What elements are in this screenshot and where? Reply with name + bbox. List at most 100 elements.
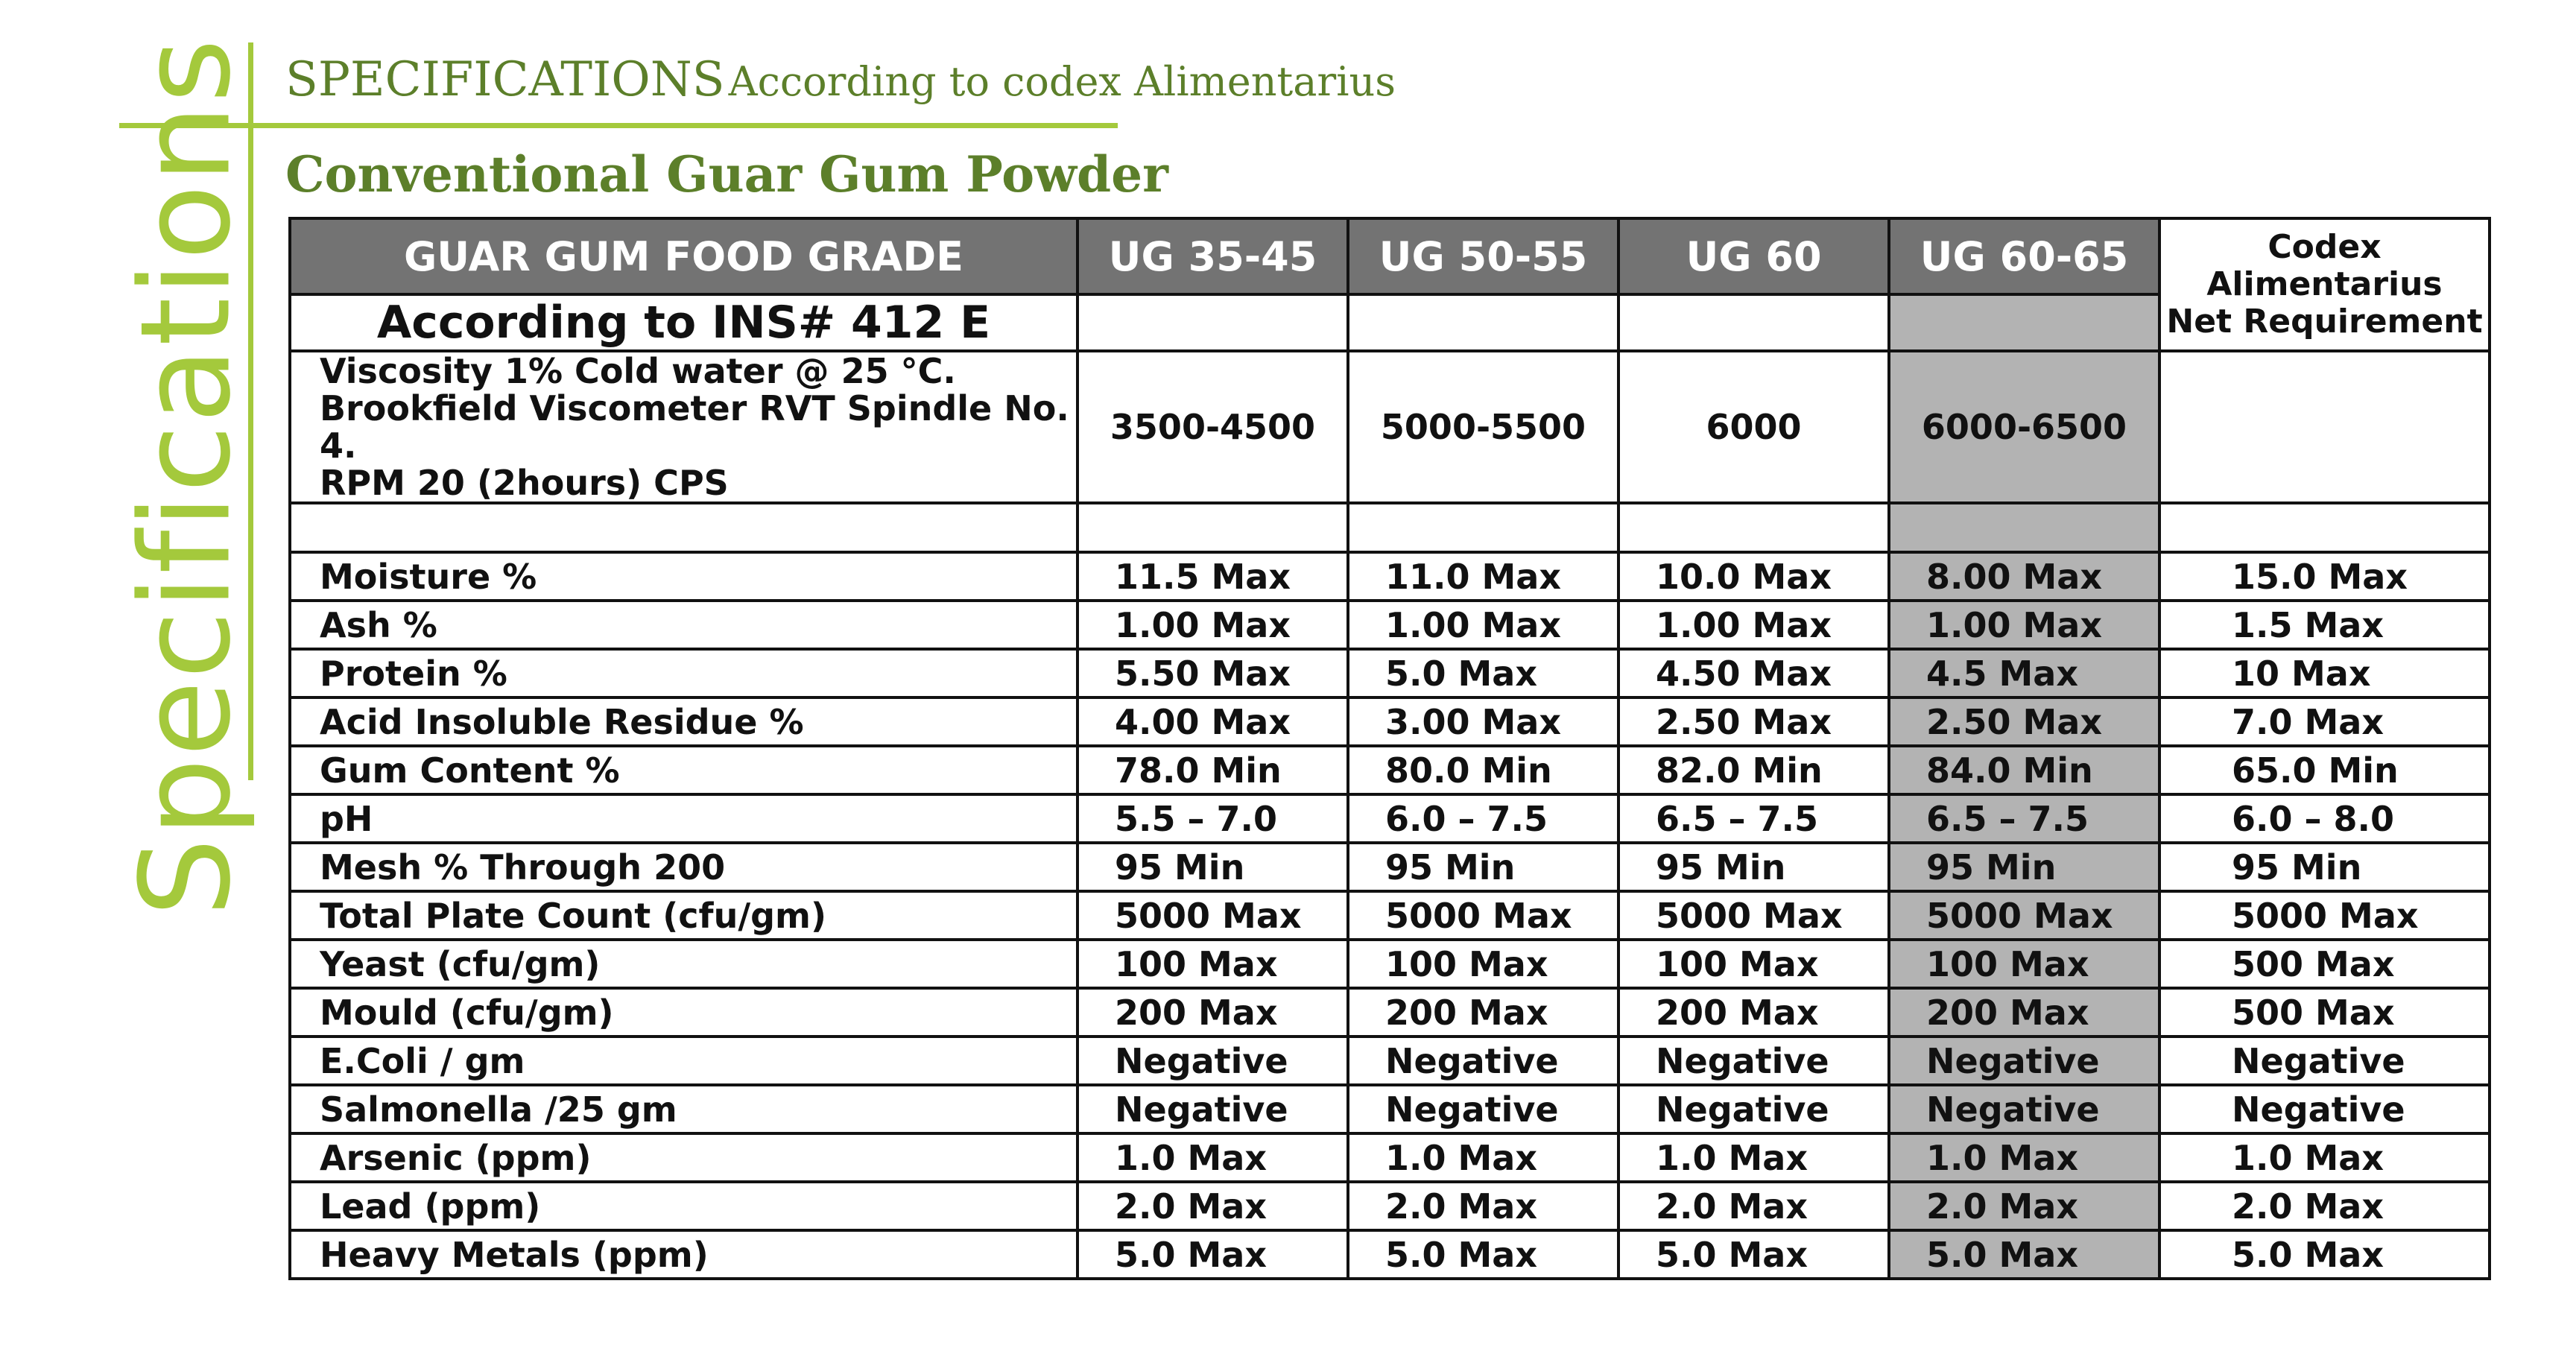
row-value: 5.0 Max	[1887, 1229, 2161, 1280]
row-value: 5.5 – 7.0	[1076, 793, 1349, 844]
row-label: Acid Insoluble Residue %	[288, 696, 1079, 747]
row-value: 10.0 Max	[1617, 551, 1890, 602]
row-value: Negative	[1346, 1035, 1620, 1086]
row-value: 95 Min	[1076, 841, 1349, 893]
row-label: Lead (ppm)	[288, 1180, 1079, 1232]
row-value: 1.00 Max	[1346, 599, 1620, 651]
row-label: Mould (cfu/gm)	[288, 987, 1079, 1038]
empty-cell	[1076, 293, 1349, 352]
row-value: 1.0 Max	[1346, 1132, 1620, 1183]
row-value: Negative	[1346, 1083, 1620, 1135]
row-value: 200 Max	[1617, 987, 1890, 1038]
decorative-vertical-line	[248, 42, 253, 780]
row-value: 1.00 Max	[1887, 599, 2161, 651]
empty-cell	[1887, 293, 2161, 352]
empty-cell	[288, 501, 1079, 554]
header-ug-50-55: UG 50-55	[1346, 217, 1620, 296]
row-value: 5.0 Max	[1346, 648, 1620, 699]
header-ug-60: UG 60	[1617, 217, 1890, 296]
header-ug-35-45: UG 35-45	[1076, 217, 1349, 296]
table-row: Gum Content % 78.0 Min 80.0 Min 82.0 Min 84.…	[288, 744, 2491, 796]
row-label: Mesh % Through 200	[288, 841, 1079, 893]
empty-cell	[1887, 501, 2161, 554]
row-value: 65.0 Min	[2158, 744, 2491, 796]
row-value: 100 Max	[1346, 938, 1620, 990]
row-value: 6.0 – 8.0	[2158, 793, 2491, 844]
row-value: 1.0 Max	[1617, 1132, 1890, 1183]
row-value: Negative	[1617, 1083, 1890, 1135]
row-value: 1.00 Max	[1617, 599, 1890, 651]
row-value: 5.0 Max	[2158, 1229, 2491, 1280]
table-row: Heavy Metals (ppm) 5.0 Max 5.0 Max 5.0 Max 5…	[288, 1229, 2491, 1280]
table-row: Arsenic (ppm) 1.0 Max 1.0 Max 1.0 Max 1.0 Ma…	[288, 1132, 2491, 1183]
row-label: Yeast (cfu/gm)	[288, 938, 1079, 990]
row-value: 78.0 Min	[1076, 744, 1349, 796]
row-value: 6.5 – 7.5	[1617, 793, 1890, 844]
row-label: Moisture %	[288, 551, 1079, 602]
ins-row: According to INS# 412 E	[288, 293, 2490, 352]
row-value: 500 Max	[2158, 987, 2491, 1038]
header-codex: Codex Alimentarius Net Requirement	[2158, 217, 2491, 352]
row-label: Gum Content %	[288, 744, 1079, 796]
viscosity-value: 3500-4500	[1076, 349, 1349, 504]
row-value: 5000 Max	[1346, 890, 1620, 941]
row-label: E.Coli / gm	[288, 1035, 1079, 1086]
row-value: 3.00 Max	[1346, 696, 1620, 747]
viscosity-label-line: Viscosity 1% Cold water @ 25 °C.	[320, 351, 956, 391]
row-value: 2.0 Max	[1346, 1180, 1620, 1232]
specifications-table: GUAR GUM FOOD GRADE UG 35-45 UG 50-55 UG…	[288, 217, 2491, 1280]
row-value: Negative	[1076, 1035, 1349, 1086]
empty-cell	[1617, 293, 1890, 352]
row-value: 5000 Max	[1076, 890, 1349, 941]
codex-line: Codex	[2268, 228, 2382, 266]
section-heading-rest: According to codex Alimentarius	[728, 58, 1396, 105]
row-label: Salmonella /25 gm	[288, 1083, 1079, 1135]
row-value: 82.0 Min	[1617, 744, 1890, 796]
row-value: 11.0 Max	[1346, 551, 1620, 602]
header-grade: GUAR GUM FOOD GRADE	[288, 217, 1079, 296]
side-title: Specifications	[114, 37, 259, 917]
row-value: 100 Max	[1076, 938, 1349, 990]
table-row: Ash % 1.00 Max 1.00 Max 1.00 Max 1.00 Max 1.5…	[288, 599, 2491, 651]
decorative-horizontal-line	[119, 123, 1118, 128]
table-row: Acid Insoluble Residue % 4.00 Max 3.00 Max…	[288, 696, 2491, 747]
row-value: 100 Max	[1887, 938, 2161, 990]
row-value: 2.0 Max	[2158, 1180, 2491, 1232]
row-value: Negative	[2158, 1035, 2491, 1086]
row-value: 80.0 Min	[1346, 744, 1620, 796]
row-value: 1.00 Max	[1076, 599, 1349, 651]
row-value: 4.50 Max	[1617, 648, 1890, 699]
empty-cell	[1346, 501, 1620, 554]
row-value: Negative	[1076, 1083, 1349, 1135]
empty-cell	[2158, 501, 2491, 554]
table-row: Total Plate Count (cfu/gm) 5000 Max 5000 M…	[288, 890, 2491, 941]
table-row: Lead (ppm) 2.0 Max 2.0 Max 2.0 Max 2.0 Max 2.…	[288, 1180, 2491, 1232]
header-ug-60-65: UG 60-65	[1887, 217, 2161, 296]
product-title: Conventional Guar Gum Powder	[285, 145, 1168, 203]
row-value: 5.0 Max	[1346, 1229, 1620, 1280]
row-label: Heavy Metals (ppm)	[288, 1229, 1079, 1280]
row-value: 200 Max	[1346, 987, 1620, 1038]
row-value: 2.0 Max	[1617, 1180, 1890, 1232]
row-value: 500 Max	[2158, 938, 2491, 990]
row-value: 5000 Max	[1887, 890, 2161, 941]
row-value: 1.0 Max	[1887, 1132, 2161, 1183]
viscosity-label-line: RPM 20 (2hours) CPS	[320, 463, 729, 503]
viscosity-row: Viscosity 1% Cold water @ 25 °C. Brookfi…	[288, 349, 2491, 504]
row-value: 8.00 Max	[1887, 551, 2161, 602]
row-value: 4.00 Max	[1076, 696, 1349, 747]
table-row: Salmonella /25 gm Negative Negative Negativ…	[288, 1083, 2491, 1135]
row-value: Negative	[1887, 1083, 2161, 1135]
row-value: 5000 Max	[2158, 890, 2491, 941]
row-value: Negative	[1887, 1035, 2161, 1086]
table-row: Moisture % 11.5 Max 11.0 Max 10.0 Max 8.00 M…	[288, 551, 2491, 602]
row-value: 200 Max	[1076, 987, 1349, 1038]
row-value: 1.0 Max	[1076, 1132, 1349, 1183]
row-value: 2.50 Max	[1617, 696, 1890, 747]
row-value: 200 Max	[1887, 987, 2161, 1038]
row-value: 7.0 Max	[2158, 696, 2491, 747]
row-value: 6.0 – 7.5	[1346, 793, 1620, 844]
row-value: 95 Min	[2158, 841, 2491, 893]
row-value: Negative	[2158, 1083, 2491, 1135]
table-row: E.Coli / gm Negative Negative Negative Negat…	[288, 1035, 2491, 1086]
